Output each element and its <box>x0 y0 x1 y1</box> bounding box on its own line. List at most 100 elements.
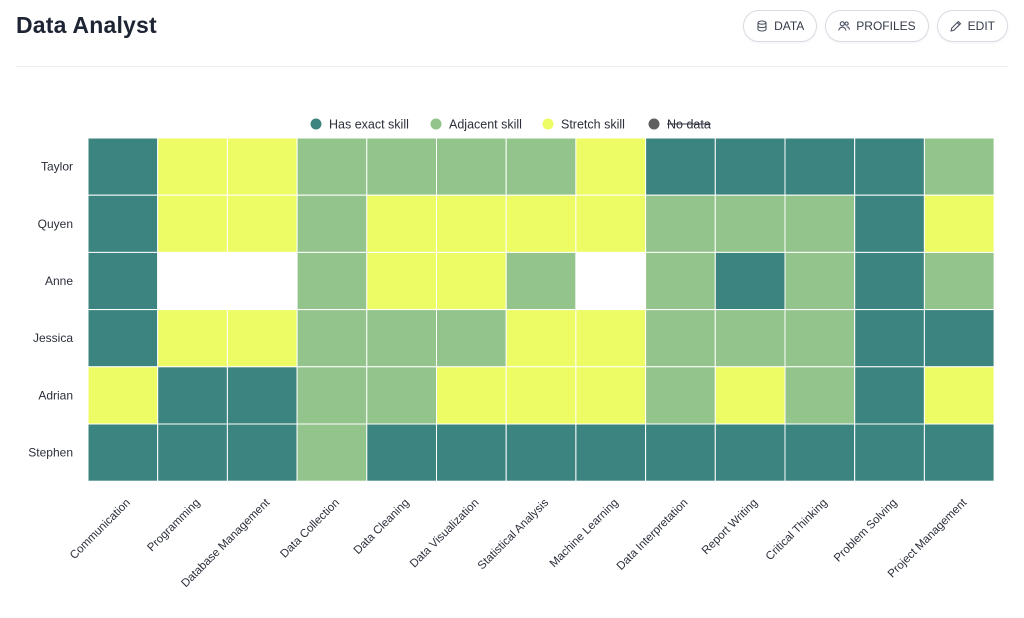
heatmap-cell <box>226 251 298 311</box>
heatmap-cell <box>714 251 786 311</box>
heatmap-cell <box>575 309 647 368</box>
profiles-button[interactable]: PROFILES <box>825 10 929 42</box>
users-icon <box>838 20 851 32</box>
heatmap-cell <box>87 423 159 482</box>
toolbar: DATA PROFILES EDIT <box>743 10 1008 42</box>
legend-item[interactable]: Stretch skill <box>542 118 625 132</box>
heatmap-cell <box>923 423 995 482</box>
heatmap-cell <box>87 366 159 425</box>
heatmap-cell <box>784 194 856 253</box>
heatmap-cell <box>366 423 437 482</box>
heatmap-cell <box>575 251 647 311</box>
column-label: Machine Learning <box>548 497 621 570</box>
heatmap-cell <box>157 194 228 253</box>
heatmap-cell <box>645 194 716 253</box>
heatmap-cell <box>296 137 368 196</box>
row-label: Jessica <box>33 331 73 345</box>
edit-button[interactable]: EDIT <box>936 10 1008 42</box>
heatmap-cell <box>157 251 228 311</box>
heatmap-cell <box>645 366 716 425</box>
heatmap-cell <box>923 137 995 196</box>
heatmap-cell <box>157 309 228 368</box>
row-label: Adrian <box>38 388 73 402</box>
heatmap-cell <box>87 251 159 311</box>
column-label: Statistical Analysis <box>476 497 552 573</box>
heatmap-cell <box>784 137 856 196</box>
column-label: Problem Solving <box>832 497 900 565</box>
heatmap-cell <box>436 251 507 311</box>
heatmap-cell <box>157 137 228 196</box>
heatmap-cell <box>296 194 368 253</box>
column-label: Report Writing <box>700 497 760 557</box>
heatmap-cell <box>505 194 577 253</box>
column-label: Data Interpretation <box>615 497 691 573</box>
heatmap-cell <box>296 423 368 482</box>
heatmap-cell <box>505 423 577 482</box>
heatmap-cell <box>645 423 716 482</box>
column-label: Data Collection <box>278 497 342 561</box>
heatmap-cell <box>784 309 856 368</box>
heatmap-cell <box>226 423 298 482</box>
heatmap-cell <box>226 366 298 425</box>
heatmap-cell <box>366 194 437 253</box>
heatmap-cell <box>436 194 507 253</box>
legend-label: Has exact skill <box>329 118 409 132</box>
heatmap-cell <box>157 423 228 482</box>
heatmap-cell <box>714 137 786 196</box>
heatmap-cell <box>296 251 368 311</box>
heatmap-cell <box>366 309 437 368</box>
heatmap-cell <box>505 137 577 196</box>
heatmap-cell <box>226 194 298 253</box>
column-label: Critical Thinking <box>764 497 830 563</box>
heatmap-cell <box>854 137 925 196</box>
heatmap-cell <box>87 194 159 253</box>
heatmap-cell <box>784 366 856 425</box>
heatmap-cell <box>784 251 856 311</box>
heatmap-cell <box>714 194 786 253</box>
heatmap-cell <box>854 309 925 368</box>
heatmap-cell <box>157 366 228 425</box>
row-label: Anne <box>45 274 73 288</box>
data-button[interactable]: DATA <box>743 10 818 42</box>
legend-item[interactable]: Adjacent skill <box>430 118 522 132</box>
legend-marker <box>430 118 442 130</box>
heatmap-cell <box>923 366 995 425</box>
heatmap-cell <box>226 137 298 196</box>
heatmap-cell <box>714 309 786 368</box>
row-label: Taylor <box>41 160 73 174</box>
legend-item[interactable]: Has exact skill <box>310 118 409 132</box>
heatmap-cell <box>296 309 368 368</box>
row-label: Stephen <box>28 446 73 460</box>
heatmap-cell <box>436 309 507 368</box>
heatmap-cell <box>505 251 577 311</box>
legend-label: Adjacent skill <box>449 118 522 132</box>
heatmap-cell <box>575 366 647 425</box>
heatmap-cell <box>923 251 995 311</box>
heatmap-cell <box>575 137 647 196</box>
heatmap-cell <box>854 251 925 311</box>
pencil-icon <box>950 20 962 32</box>
heatmap-cell <box>436 366 507 425</box>
heatmap-cell <box>366 137 437 196</box>
page-title: Data Analyst <box>16 12 157 38</box>
heatmap-cells <box>87 137 995 482</box>
heatmap-cell <box>87 309 159 368</box>
column-label: Data Cleaning <box>352 497 412 557</box>
header-divider <box>16 66 1008 67</box>
heatmap-cell <box>923 194 995 253</box>
column-label: Data Visualization <box>408 497 481 570</box>
heatmap-cell <box>854 194 925 253</box>
column-label: Programming <box>145 497 202 554</box>
heatmap-cell <box>505 366 577 425</box>
legend-item[interactable]: No data <box>648 118 711 132</box>
column-label: Communication <box>68 497 133 562</box>
row-label: Quyen <box>38 217 73 231</box>
profiles-button-label: PROFILES <box>856 19 916 33</box>
heatmap-cell <box>296 366 368 425</box>
heatmap-cell <box>714 423 786 482</box>
heatmap-cell <box>575 194 647 253</box>
heatmap-cell <box>366 366 437 425</box>
data-button-label: DATA <box>774 19 805 33</box>
heatmap-cell <box>436 423 507 482</box>
